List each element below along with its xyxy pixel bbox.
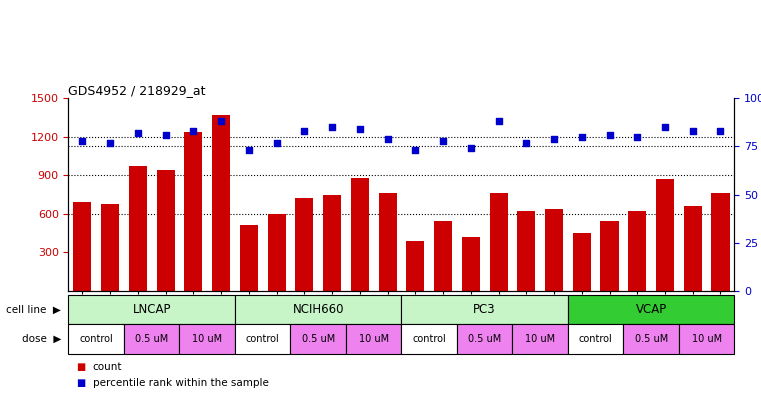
Bar — [629, 211, 646, 291]
Bar — [573, 233, 591, 291]
Bar — [600, 222, 619, 291]
Bar — [129, 166, 147, 291]
Text: VCAP: VCAP — [635, 303, 667, 316]
Point — [243, 147, 255, 153]
Text: control: control — [246, 334, 279, 344]
Point — [437, 138, 449, 144]
Point — [354, 126, 366, 132]
Point — [631, 134, 643, 140]
Bar — [402, 324, 457, 354]
Bar — [402, 295, 568, 324]
Bar — [434, 222, 452, 291]
Text: 10 uM: 10 uM — [692, 334, 721, 344]
Bar — [68, 295, 235, 324]
Point — [686, 128, 699, 134]
Point — [381, 136, 393, 142]
Bar — [683, 206, 702, 291]
Bar — [235, 295, 402, 324]
Point — [409, 147, 422, 153]
Bar — [656, 179, 674, 291]
Text: cell line  ▶: cell line ▶ — [6, 305, 61, 314]
Text: dose  ▶: dose ▶ — [21, 334, 61, 344]
Point — [104, 140, 116, 146]
Text: 0.5 uM: 0.5 uM — [301, 334, 335, 344]
Point — [326, 124, 338, 130]
Text: 10 uM: 10 uM — [525, 334, 556, 344]
Text: 0.5 uM: 0.5 uM — [468, 334, 501, 344]
Bar — [235, 324, 291, 354]
Bar — [457, 324, 512, 354]
Point — [298, 128, 310, 134]
Bar — [157, 170, 174, 291]
Point — [492, 118, 505, 125]
Text: 10 uM: 10 uM — [358, 334, 389, 344]
Point — [76, 138, 88, 144]
Bar — [73, 202, 91, 291]
Text: control: control — [412, 334, 446, 344]
Point — [160, 132, 172, 138]
Text: NCIH660: NCIH660 — [292, 303, 344, 316]
Bar — [346, 324, 402, 354]
Bar — [545, 209, 563, 291]
Bar — [489, 193, 508, 291]
Text: count: count — [93, 362, 123, 373]
Text: PC3: PC3 — [473, 303, 496, 316]
Point — [575, 134, 587, 140]
Text: ■: ■ — [76, 378, 85, 388]
Bar — [180, 324, 235, 354]
Bar — [68, 324, 124, 354]
Text: ■: ■ — [76, 362, 85, 373]
Bar — [268, 214, 285, 291]
Bar — [323, 195, 341, 291]
Bar — [295, 198, 314, 291]
Bar — [712, 193, 730, 291]
Point — [215, 118, 228, 125]
Bar — [568, 295, 734, 324]
Bar — [124, 324, 180, 354]
Text: 0.5 uM: 0.5 uM — [635, 334, 667, 344]
Bar — [679, 324, 734, 354]
Bar — [212, 115, 230, 291]
Bar — [568, 324, 623, 354]
Bar — [291, 324, 346, 354]
Text: GDS4952 / 218929_at: GDS4952 / 218929_at — [68, 84, 206, 97]
Bar — [184, 132, 202, 291]
Bar — [462, 237, 479, 291]
Point — [132, 130, 144, 136]
Text: 0.5 uM: 0.5 uM — [135, 334, 168, 344]
Point — [715, 128, 727, 134]
Text: 10 uM: 10 uM — [192, 334, 222, 344]
Bar — [623, 324, 679, 354]
Bar — [517, 211, 535, 291]
Point — [187, 128, 199, 134]
Bar — [406, 241, 425, 291]
Point — [270, 140, 282, 146]
Point — [548, 136, 560, 142]
Bar — [512, 324, 568, 354]
Point — [521, 140, 533, 146]
Bar — [240, 225, 258, 291]
Text: control: control — [579, 334, 613, 344]
Bar — [378, 193, 396, 291]
Text: control: control — [79, 334, 113, 344]
Bar — [351, 178, 369, 291]
Text: percentile rank within the sample: percentile rank within the sample — [93, 378, 269, 388]
Point — [465, 145, 477, 151]
Point — [603, 132, 616, 138]
Bar — [101, 204, 119, 291]
Text: LNCAP: LNCAP — [132, 303, 171, 316]
Point — [659, 124, 671, 130]
